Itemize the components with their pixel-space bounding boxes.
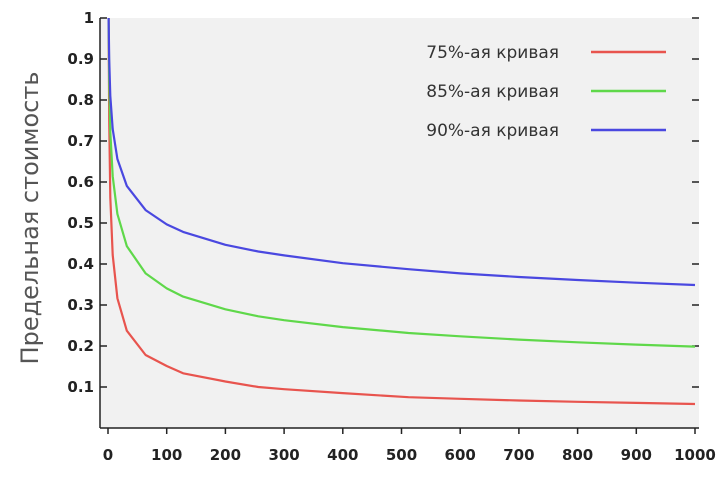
legend: 75%-ая кривая 85%-ая кривая 90%-ая кривая [426, 43, 666, 141]
x-tick-label: 700 [503, 446, 534, 464]
y-tick-label: 0.1 [67, 378, 94, 396]
x-tick-label: 300 [268, 446, 299, 464]
series-line-2 [107, 17, 696, 348]
y-tick-label: 0.5 [67, 214, 94, 232]
plot-area [100, 18, 699, 428]
legend-label: 85%-ая кривая [426, 82, 559, 102]
series-line-1 [107, 17, 696, 406]
legend-label: 75%-ая кривая [426, 43, 559, 63]
y-tick-label: 0.6 [67, 173, 94, 191]
y-tick-label: 0.9 [67, 50, 94, 68]
y-ticks: 0.1 0.2 0.3 0.4 0.5 0.6 0.7 0.8 0.9 1 [67, 9, 699, 396]
y-tick-label: 1 [84, 9, 94, 27]
x-tick-label: 1000 [674, 446, 716, 464]
x-tick-label: 600 [445, 446, 476, 464]
series-line-3 [107, 17, 696, 287]
x-tick-label: 800 [562, 446, 593, 464]
x-ticks: 0 100 200 300 400 500 600 700 800 900 1000 [103, 428, 716, 464]
y-tick-label: 0.8 [67, 91, 94, 109]
x-tick-label: 100 [151, 446, 182, 464]
y-tick-label: 0.3 [67, 296, 94, 314]
legend-label: 90%-ая кривая [426, 121, 559, 141]
x-tick-label: 500 [386, 446, 417, 464]
x-tick-label: 0 [103, 446, 113, 464]
y-tick-label: 0.7 [67, 132, 94, 150]
x-tick-label: 400 [327, 446, 358, 464]
series-lines [107, 17, 696, 406]
y-axis-label: Предельная стоимость [16, 72, 44, 365]
x-tick-label: 900 [621, 446, 652, 464]
y-tick-label: 0.2 [67, 337, 94, 355]
y-tick-label: 0.4 [67, 255, 94, 273]
x-tick-label: 200 [210, 446, 241, 464]
